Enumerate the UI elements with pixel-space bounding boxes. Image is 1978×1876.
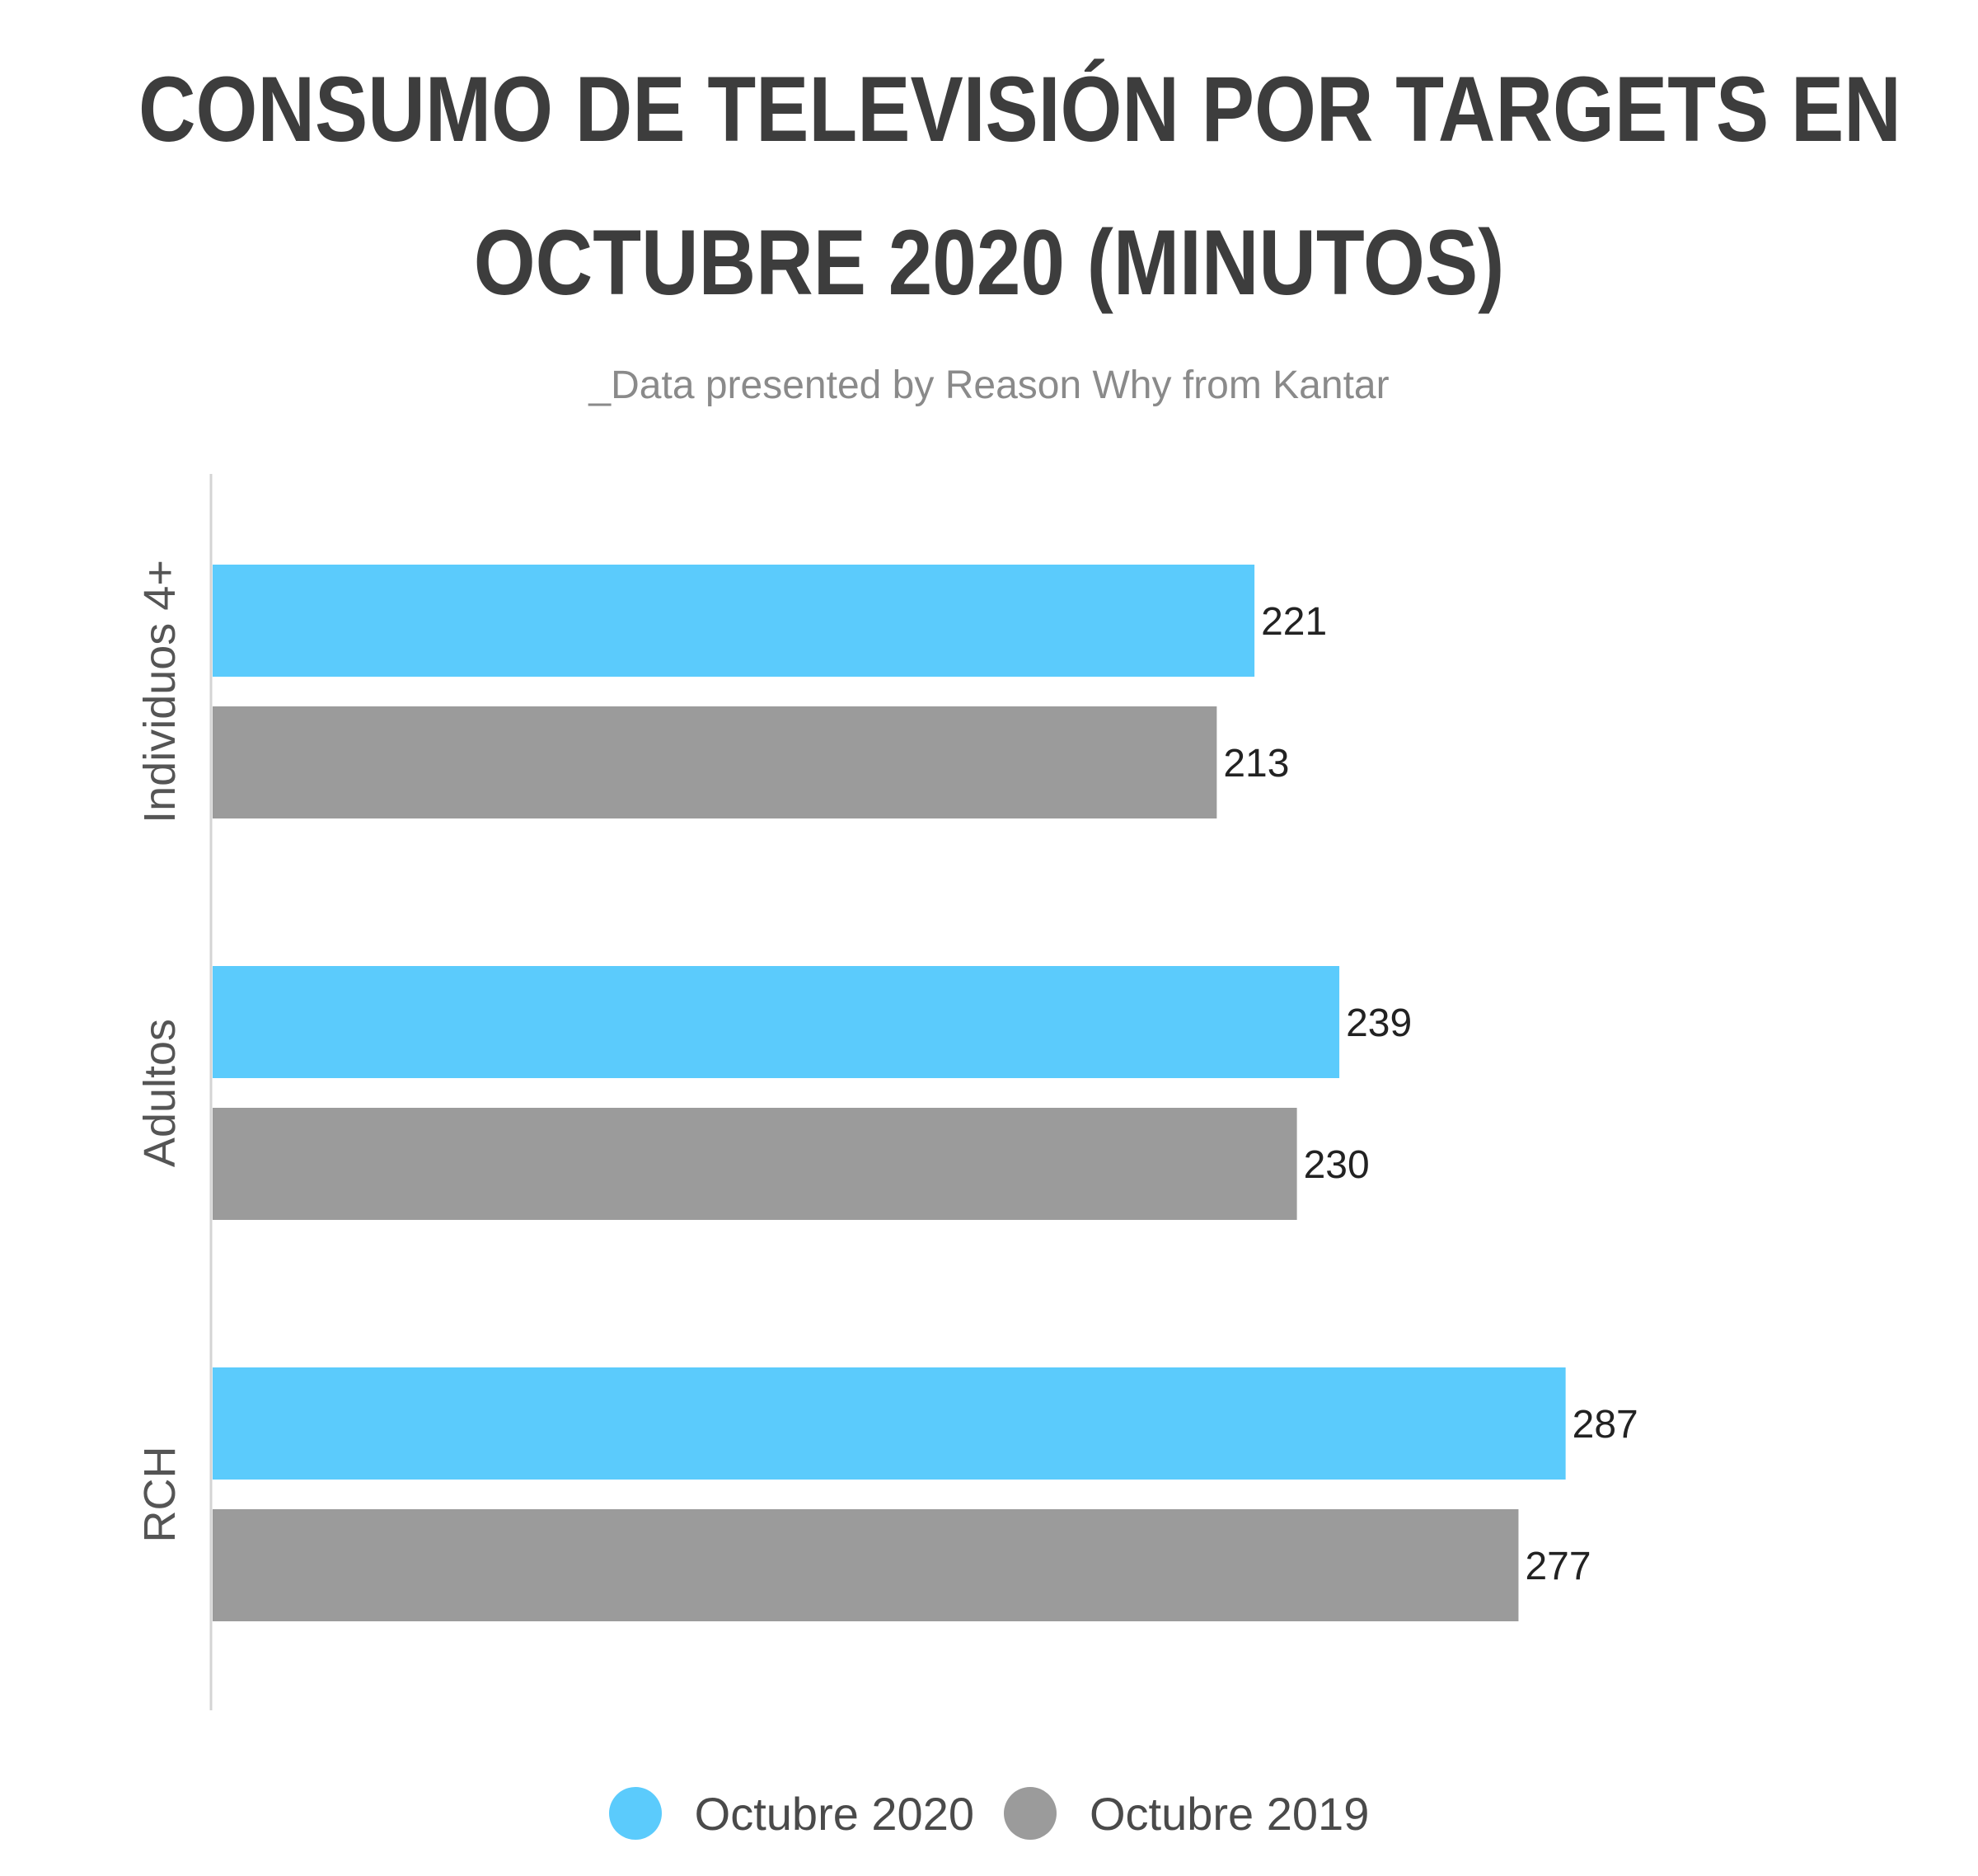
legend-item-2019: Octubre 2019 bbox=[1004, 1787, 1369, 1841]
bar bbox=[213, 706, 1217, 818]
bar bbox=[213, 966, 1340, 1078]
legend-item-2020: Octubre 2020 bbox=[608, 1787, 974, 1841]
legend-label-2020: Octubre 2020 bbox=[694, 1787, 974, 1840]
legend-label-2019: Octubre 2019 bbox=[1090, 1787, 1370, 1840]
chart-subtitle: _Data presented by Reason Why from Kanta… bbox=[588, 363, 1390, 407]
data-label: 239 bbox=[1346, 1001, 1412, 1045]
legend-swatch-2019 bbox=[1004, 1787, 1057, 1840]
bar bbox=[213, 1509, 1519, 1621]
data-label: 277 bbox=[1525, 1545, 1591, 1588]
legend: Octubre 2020 Octubre 2019 bbox=[0, 1772, 1978, 1855]
bar bbox=[213, 1108, 1297, 1220]
legend-swatch-2020 bbox=[608, 1787, 662, 1840]
data-label: 213 bbox=[1223, 742, 1289, 786]
data-label: 230 bbox=[1304, 1143, 1370, 1187]
category-label: Individuos 4+ bbox=[135, 560, 185, 823]
category-label: Adultos bbox=[135, 1019, 185, 1167]
chart-title: CONSUMO DE TELEVISIÓN POR TARGETS EN OCT… bbox=[138, 33, 1901, 340]
bar bbox=[213, 565, 1255, 677]
data-label: 221 bbox=[1261, 600, 1327, 644]
data-label: 287 bbox=[1573, 1403, 1638, 1447]
category-label: RCH bbox=[135, 1447, 185, 1543]
bar bbox=[213, 1367, 1566, 1480]
chart-title-line-1: CONSUMO DE TELEVISIÓN POR TARGETS EN bbox=[138, 58, 1901, 161]
chart-title-line-2: OCTUBRE 2020 (MINUTOS) bbox=[473, 211, 1505, 314]
